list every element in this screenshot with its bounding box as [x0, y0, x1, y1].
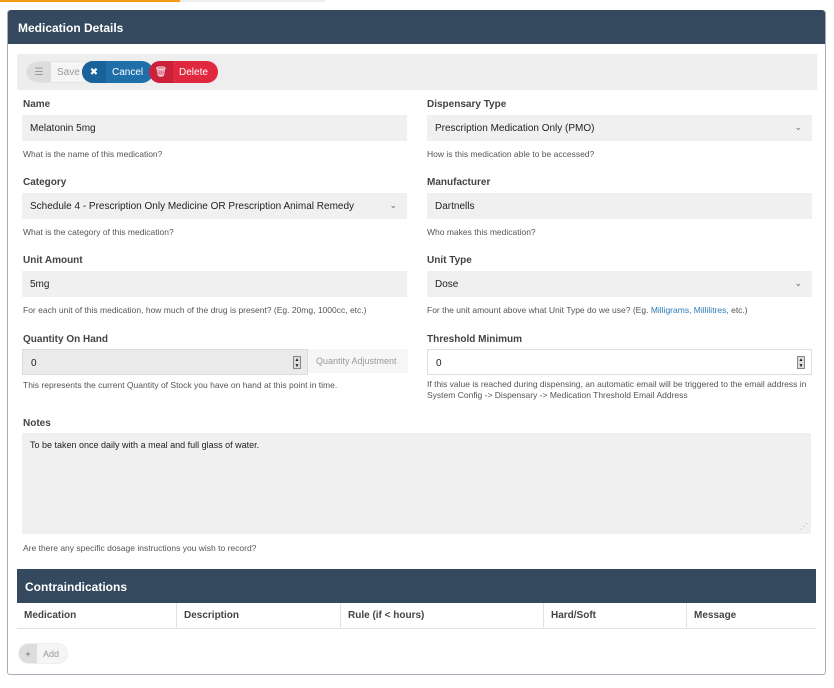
column-header: Message	[694, 610, 737, 621]
unit-amount-label: Unit Amount	[23, 255, 83, 266]
trash-icon: 🗑	[149, 61, 173, 83]
column-header: Rule (if < hours)	[341, 603, 544, 628]
category-label: Category	[23, 177, 67, 188]
notes-help: Are there any specific dosage instructio…	[23, 543, 257, 553]
manufacturer-help: Who makes this medication?	[427, 227, 536, 237]
chevron-down-icon: ⌄	[794, 122, 802, 132]
column-header: Medication	[17, 603, 177, 628]
chevron-down-icon: ⌄	[389, 200, 397, 210]
quantity-adjustment-addon[interactable]: Quantity Adjustment	[308, 349, 408, 373]
threshold-minimum-label: Threshold Minimum	[427, 334, 522, 345]
add-contraindication-button[interactable]: + Add	[18, 643, 69, 664]
name-input[interactable]: Melatonin 5mg	[22, 115, 407, 141]
tab-indicator	[180, 0, 325, 2]
quantity-on-hand-input[interactable]: 0 ▲ ▼	[22, 349, 308, 375]
toolbar: ☰ Save ✖ Cancel 🗑 Delete	[17, 54, 817, 90]
resize-handle-icon[interactable]: ⋰	[800, 522, 808, 531]
column-header: Hard/Soft	[544, 603, 687, 628]
unit-type-label: Unit Type	[427, 255, 472, 266]
manufacturer-label: Manufacturer	[427, 177, 491, 188]
plus-icon: +	[19, 644, 37, 663]
active-tab-indicator	[0, 0, 180, 2]
contraindications-title: Contraindications	[17, 569, 816, 603]
unit-amount-help: For each unit of this medication, how mu…	[23, 305, 367, 315]
name-help: What is the name of this medication?	[23, 149, 163, 159]
spinner-icon[interactable]: ▲ ▼	[797, 356, 805, 369]
unit-type-select[interactable]: Dose ⌄	[427, 271, 812, 297]
save-button[interactable]: ☰ Save	[26, 61, 91, 83]
database-icon: ☰	[27, 62, 51, 82]
dispensary-type-help: How is this medication able to be access…	[427, 149, 595, 159]
dispensary-type-label: Dispensary Type	[427, 99, 507, 110]
column-header: Description	[177, 603, 341, 628]
threshold-minimum-input[interactable]: 0 ▲ ▼	[427, 349, 812, 375]
chevron-down-icon: ⌄	[794, 278, 802, 288]
dispensary-type-select[interactable]: Prescription Medication Only (PMO) ⌄	[427, 115, 812, 141]
contraindications-table-header: Medication Description Rule (if < hours)…	[17, 603, 816, 629]
spinner-icon[interactable]: ▲ ▼	[293, 356, 301, 369]
category-help: What is the category of this medication?	[23, 227, 174, 237]
quantity-on-hand-help: This represents the current Quantity of …	[23, 380, 338, 390]
threshold-minimum-help: If this value is reached during dispensi…	[427, 379, 807, 400]
delete-button[interactable]: 🗑 Delete	[149, 61, 218, 83]
cancel-button[interactable]: ✖ Cancel	[82, 61, 154, 83]
panel-title: Medication Details	[8, 10, 825, 44]
close-icon: ✖	[82, 61, 106, 83]
notes-label: Notes	[23, 418, 51, 429]
manufacturer-input[interactable]: Dartnells	[427, 193, 812, 219]
medication-details-panel: Medication Details ☰ Save ✖ Cancel 🗑 Delete	[7, 10, 826, 675]
category-select[interactable]: Schedule 4 - Prescription Only Medicine …	[22, 193, 407, 219]
quantity-on-hand-label: Quantity On Hand	[23, 334, 108, 345]
unit-type-help: For the unit amount above what Unit Type…	[427, 305, 748, 315]
notes-textarea[interactable]: To be taken once daily with a meal and f…	[22, 433, 811, 534]
unit-amount-input[interactable]: 5mg	[22, 271, 407, 297]
name-label: Name	[23, 99, 51, 110]
unit-type-help-link: Milligrams, Millilitres	[650, 305, 727, 315]
